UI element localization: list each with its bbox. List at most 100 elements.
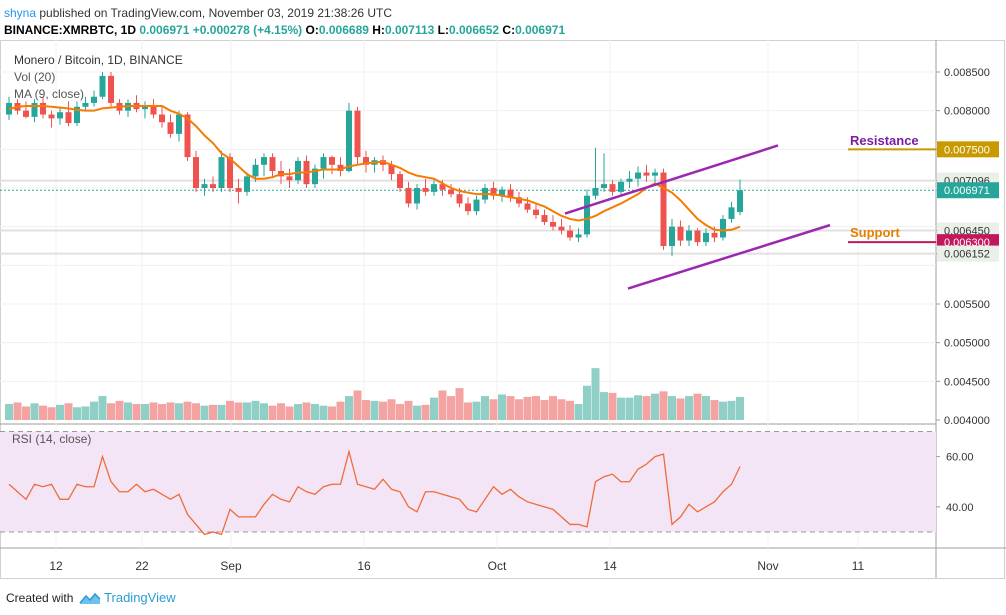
candle-body (312, 168, 318, 185)
volume-bar (540, 400, 549, 420)
candle-body (210, 184, 216, 188)
price-tick-label: 0.008000 (944, 106, 990, 118)
volume-bar (302, 402, 311, 420)
volume-bar (464, 402, 472, 420)
volume-bar (506, 396, 515, 420)
symbol-label: BINANCE:XMRBTC, 1D (4, 23, 136, 37)
volume-bar (719, 401, 727, 420)
candle-body (244, 176, 250, 192)
last-price: 0.006971 (139, 23, 190, 37)
candle-body (329, 157, 335, 165)
volume-bar (515, 399, 523, 420)
candle-body (201, 184, 208, 188)
rsi-legend: RSI (14, close) (12, 432, 91, 446)
resistance-label: Resistance (850, 133, 919, 148)
author-name[interactable]: shyna (4, 6, 37, 20)
rsi-tick-label: 60.00 (946, 452, 974, 464)
volume-bar (710, 400, 719, 420)
candle-body (465, 203, 471, 212)
level-lines (0, 148, 936, 255)
candle-body (720, 218, 726, 238)
volume-bar (523, 396, 532, 420)
volume-bar (319, 405, 328, 420)
candle-body (150, 106, 157, 115)
rsi-line (8, 449, 741, 536)
price-label-box (937, 245, 999, 262)
channel-lines (564, 144, 831, 290)
candle-body (694, 230, 701, 243)
volume-bar (566, 400, 574, 420)
volume-bar (115, 400, 124, 420)
volume-bar (685, 396, 693, 420)
volume-bar (175, 403, 183, 420)
volume-bar (56, 404, 64, 420)
x-tick-label: 14 (603, 559, 617, 573)
candle-body (601, 184, 607, 188)
volume-bar (583, 385, 591, 420)
candle-body (235, 188, 242, 192)
volume-bar (693, 393, 702, 420)
price-tick-label: 0.007500 (944, 144, 990, 156)
x-tick-label: 22 (135, 559, 149, 573)
candle-body (108, 75, 114, 103)
volume-bar (430, 397, 438, 420)
candle-body (524, 203, 531, 210)
price-label-box (937, 182, 999, 199)
candle-body (609, 184, 616, 192)
volume-bar (98, 396, 107, 420)
tradingview-brand[interactable]: TradingView (104, 590, 176, 605)
candle-body (737, 190, 743, 212)
volume-bar (81, 406, 90, 420)
candle-body (74, 106, 80, 124)
close-label: C: (502, 23, 516, 37)
x-tick-label: 16 (357, 559, 371, 573)
price-tick-label: 0.004000 (944, 415, 990, 427)
x-tick-label: Sep (220, 559, 242, 573)
price-chart[interactable]: 60.0040.00 0.0085000.0080000.0075000.007… (0, 40, 1006, 580)
candle-body (686, 230, 692, 241)
ma-line (8, 105, 741, 232)
candle-body (99, 75, 106, 97)
price-tick-label: 0.006971 (944, 185, 990, 197)
candle-body (635, 172, 641, 179)
candle-body (40, 102, 46, 115)
volume-bar (73, 407, 81, 420)
candle-body (643, 172, 650, 176)
candle-body (269, 157, 276, 171)
candle-body (82, 102, 89, 107)
volume-bar (404, 400, 413, 420)
candle-body (363, 157, 369, 165)
volume-bar (200, 405, 209, 420)
volume-bar (702, 396, 710, 420)
volume-bar (438, 390, 447, 420)
volume-bar (64, 403, 73, 420)
price-tick-label: 0.004500 (944, 376, 990, 388)
candle-body (354, 110, 361, 158)
price-change: +0.000278 (+4.15%) (192, 23, 303, 37)
x-tick-label: 11 (852, 559, 865, 573)
candle-body (405, 188, 412, 204)
candle-body (567, 230, 573, 238)
volume-bar (600, 392, 608, 420)
price-tick-label: 0.005000 (944, 338, 990, 350)
candle-body (193, 157, 199, 188)
created-with-text: Created with (6, 591, 74, 605)
candle-body (176, 114, 182, 134)
volume-bar (132, 404, 141, 420)
volume-bar (353, 390, 362, 420)
volume-bar (47, 407, 56, 420)
volume-bar (30, 403, 39, 420)
volume-bar (192, 403, 200, 420)
candle-body (550, 222, 556, 227)
candle-body (711, 232, 718, 238)
rsi-tick-label: 40.00 (946, 502, 974, 514)
high-value: 0.007113 (384, 23, 435, 37)
candle-body (261, 157, 267, 165)
candle-body (397, 174, 403, 188)
volume-bar (107, 403, 115, 420)
candle-body (218, 157, 225, 188)
price-tick-label: 0.006152 (944, 249, 990, 261)
volume-legend: Vol (20) (14, 70, 55, 84)
volume-bar (294, 404, 302, 420)
volume-bar (676, 398, 685, 420)
